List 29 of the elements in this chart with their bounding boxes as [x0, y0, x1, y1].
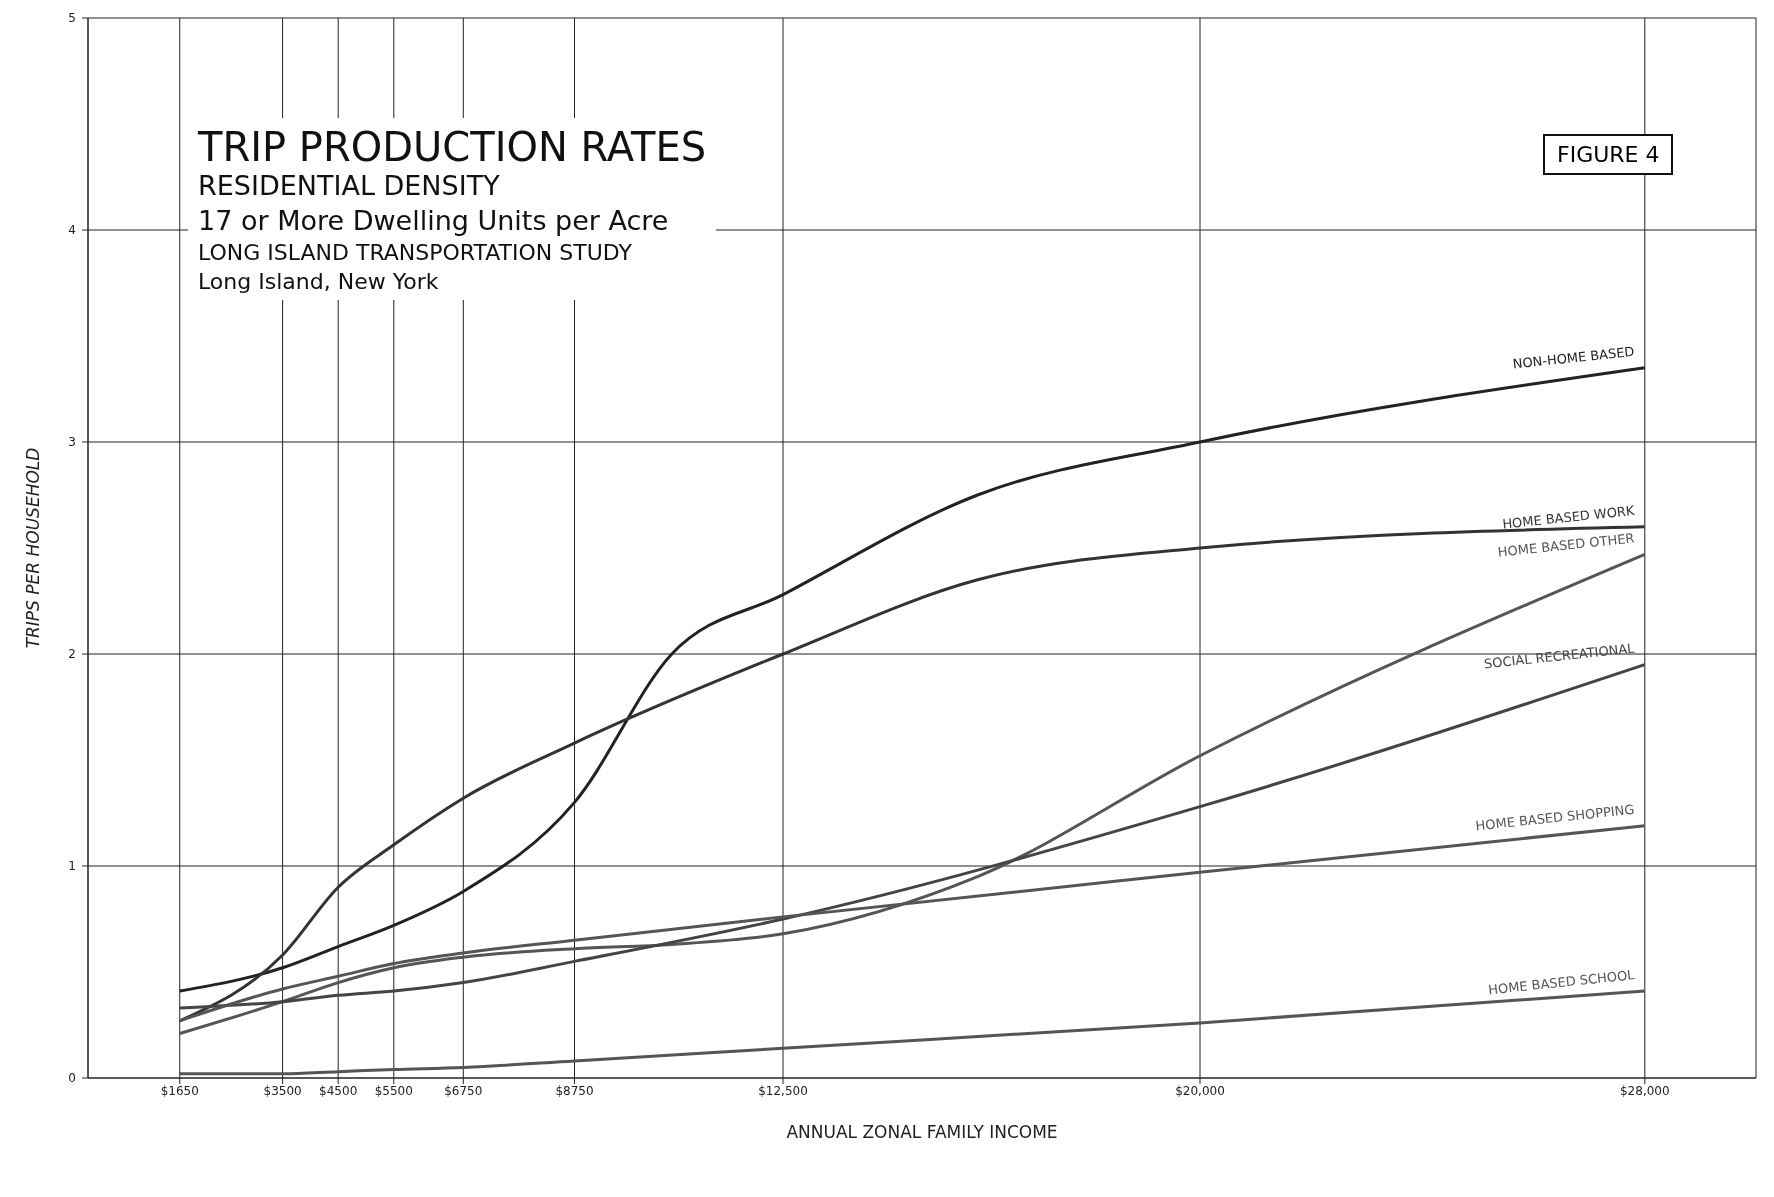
x-tick-label: $8750 [555, 1083, 594, 1098]
x-tick-label: $1650 [160, 1083, 199, 1098]
y-tick-label: 0 [68, 1071, 76, 1085]
annotation: FIGURE 4 [1543, 134, 1674, 175]
x-tick-label: $3500 [263, 1083, 302, 1098]
y-tick-label: 3 [68, 435, 76, 449]
text: RESIDENTIAL DENSITY [198, 170, 501, 201]
x-tick-label: $5500 [374, 1083, 413, 1098]
x-tick-label: $28,000 [1619, 1083, 1670, 1098]
x-axis-title: ANNUAL ZONAL FAMILY INCOME [786, 1122, 1058, 1142]
x-tick-label: $12,500 [758, 1083, 808, 1098]
y-tick-label: 4 [68, 223, 76, 237]
text: NON-HOME BASED [1511, 343, 1636, 372]
x-tick-label: $20,000 [1175, 1083, 1225, 1098]
annotation: LONG ISLAND TRANSPORTATION STUDY [198, 240, 633, 265]
annotation: 17 or More Dwelling Units per Acre [198, 205, 670, 236]
text: HOME BASED SHOPPING [1474, 801, 1636, 834]
text: SOCIAL RECREATIONAL [1483, 640, 1636, 672]
y-axis-title: TRIPS PER HOUSEHOLD [23, 447, 44, 649]
y-tick-label: 1 [68, 859, 76, 873]
annotation: Long Island, New York [198, 269, 440, 294]
text: HOME BASED OTHER [1497, 530, 1636, 560]
x-tick-label: $6750 [444, 1083, 483, 1098]
x-tick-label: $4500 [319, 1083, 358, 1098]
text: HOME BASED SCHOOL [1487, 967, 1636, 998]
y-tick-label: 5 [68, 11, 76, 25]
text: TRIP PRODUCTION RATES [198, 124, 707, 170]
text: HOME BASED WORK [1501, 502, 1636, 532]
y-tick-label: 2 [68, 647, 76, 661]
